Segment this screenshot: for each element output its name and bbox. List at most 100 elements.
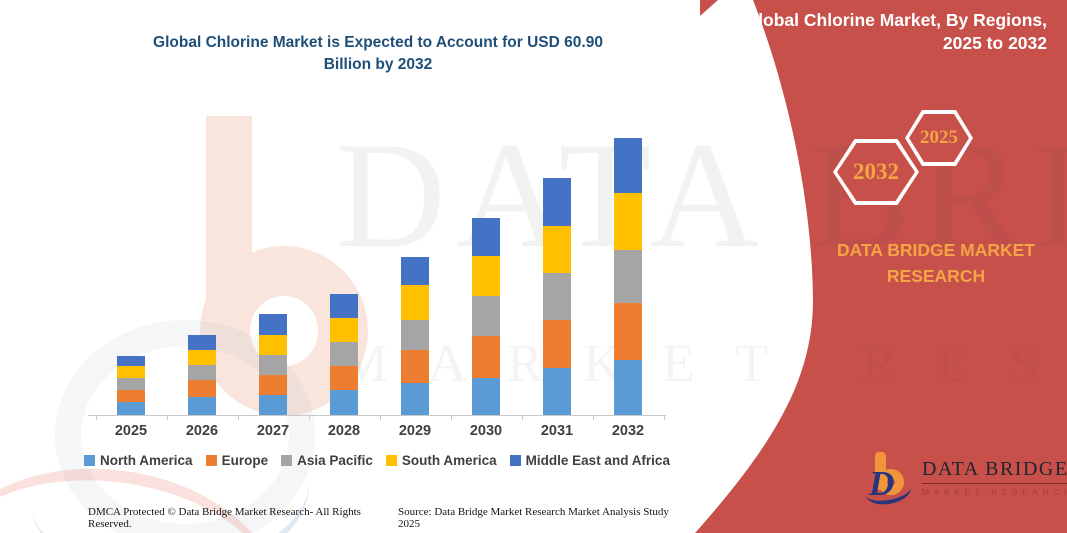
hexagon-2025: 2025 xyxy=(905,110,973,166)
bar-segment-2030-middle-east-and-africa xyxy=(472,218,500,257)
logo-text: DATA BRIDGE MARKET RESEARCH xyxy=(922,458,1067,497)
bar-segment-2030-europe xyxy=(472,336,500,379)
legend-swatch-icon xyxy=(205,455,217,466)
x-axis-label-2029: 2029 xyxy=(398,423,432,439)
x-axis-label-2030: 2030 xyxy=(469,423,503,439)
x-axis-label-2026: 2026 xyxy=(185,423,219,439)
chart-legend: North America Europe Asia Pacific South Ame… xyxy=(80,453,674,468)
hexagon-2025-label: 2025 xyxy=(920,127,958,148)
bar-segment-2029-asia-pacific xyxy=(401,320,429,351)
bar-segment-2028-europe xyxy=(330,365,358,390)
bar-segment-2025-asia-pacific xyxy=(117,378,145,391)
legend-item-south-america: South America xyxy=(385,453,497,468)
logo-title: DATA BRIDGE xyxy=(922,458,1067,484)
legend-swatch-icon xyxy=(385,455,397,466)
bar-segment-2026-middle-east-and-africa xyxy=(188,335,216,351)
bar-segment-2031-middle-east-and-africa xyxy=(543,177,571,227)
bar-segment-2032-asia-pacific xyxy=(614,249,642,304)
x-axis-label-2031: 2031 xyxy=(540,423,574,439)
hexagon-2032-fill xyxy=(837,143,915,201)
bar-segment-2027-north-america xyxy=(259,395,287,415)
bar-2025 xyxy=(117,355,145,415)
x-axis-label-2027: 2027 xyxy=(256,423,290,439)
chart-title-line1: Global Chlorine Market is Expected to Ac… xyxy=(153,34,603,51)
bar-segment-2025-middle-east-and-africa xyxy=(117,355,145,367)
footer: DMCA Protected © Data Bridge Market Rese… xyxy=(88,506,685,530)
x-axis-label-2025: 2025 xyxy=(114,423,148,439)
bar-2027 xyxy=(259,314,287,415)
legend-label: North America xyxy=(100,453,193,468)
bar-segment-2031-europe xyxy=(543,319,571,369)
bar-segment-2032-south-america xyxy=(614,192,642,250)
x-axis-tick xyxy=(450,416,452,420)
data-bridge-logo-icon: D xyxy=(863,452,914,512)
bar-segment-2032-middle-east-and-africa xyxy=(614,137,642,193)
x-axis-tick xyxy=(663,416,665,420)
side-panel-title: Global Chlorine Market, By Regions, 2025… xyxy=(744,10,1047,54)
bar-segment-2028-north-america xyxy=(330,390,358,415)
bar-2029 xyxy=(401,256,429,415)
bar-segment-2026-europe xyxy=(188,380,216,397)
bar-segment-2029-north-america xyxy=(401,383,429,415)
legend-label: Europe xyxy=(221,453,269,468)
bar-segment-2031-north-america xyxy=(543,368,571,415)
bar-segment-2029-europe xyxy=(401,350,429,384)
x-axis-tick xyxy=(379,416,381,420)
bar-segment-2030-asia-pacific xyxy=(472,296,500,337)
hexagon-2032-label: 2032 xyxy=(853,159,899,184)
bar-segment-2028-south-america xyxy=(330,317,358,342)
x-axis-tick xyxy=(95,416,97,420)
bar-segment-2029-middle-east-and-africa xyxy=(401,256,429,286)
legend-item-asia-pacific: Asia Pacific xyxy=(281,453,373,468)
bar-2030 xyxy=(472,218,500,415)
stacked-bar-chart xyxy=(88,120,666,420)
side-panel-tip xyxy=(700,0,718,16)
logo-b-bowl xyxy=(878,469,904,495)
bar-2031 xyxy=(543,177,571,415)
logo-b-stem xyxy=(875,452,886,490)
bar-2026 xyxy=(188,335,216,415)
logo-d-letter: D xyxy=(869,464,895,503)
bar-segment-2028-asia-pacific xyxy=(330,341,358,366)
bar-segment-2027-asia-pacific xyxy=(259,355,287,375)
bar-segment-2025-europe xyxy=(117,390,145,402)
chart-title: Global Chlorine Market is Expected to Ac… xyxy=(98,32,658,76)
x-axis-tick xyxy=(308,416,310,420)
bar-segment-2029-south-america xyxy=(401,285,429,321)
bar-segment-2030-north-america xyxy=(472,378,500,415)
side-panel-brand-name: DATA BRIDGE MARKET RESEARCH xyxy=(837,240,1035,287)
bar-2028 xyxy=(330,294,358,415)
bar-segment-2027-south-america xyxy=(259,335,287,355)
legend-label: Middle East and Africa xyxy=(525,453,670,468)
x-axis-label-2032: 2032 xyxy=(611,423,645,439)
bar-segment-2031-asia-pacific xyxy=(543,273,571,320)
bar-segment-2026-asia-pacific xyxy=(188,365,216,381)
hexagon-2025-fill xyxy=(909,114,969,162)
bar-segment-2032-north-america xyxy=(614,359,642,415)
chart-title-line2: Billion by 2032 xyxy=(323,56,433,73)
bar-2032 xyxy=(614,137,642,415)
data-bridge-logo: D DATA BRIDGE MARKET RESEARCH xyxy=(863,450,1067,514)
x-axis-tick xyxy=(237,416,239,420)
legend-swatch-icon xyxy=(509,455,521,466)
bar-segment-2032-europe xyxy=(614,303,642,360)
bar-segment-2030-south-america xyxy=(472,256,500,297)
bar-segment-2026-north-america xyxy=(188,396,216,415)
x-axis-label-2028: 2028 xyxy=(327,423,361,439)
legend-swatch-icon xyxy=(84,455,96,466)
logo-subtitle: MARKET RESEARCH xyxy=(922,487,1067,497)
bar-segment-2025-north-america xyxy=(117,401,145,415)
legend-label: Asia Pacific xyxy=(297,453,373,468)
legend-item-north-america: North America xyxy=(84,453,193,468)
bar-segment-2027-middle-east-and-africa xyxy=(259,314,287,335)
x-axis-tick xyxy=(521,416,523,420)
legend-item-middle-east-and-africa: Middle East and Africa xyxy=(509,453,670,468)
bar-segment-2031-south-america xyxy=(543,226,571,274)
x-axis-tick xyxy=(592,416,594,420)
side-panel-shape xyxy=(695,0,1067,533)
legend-item-europe: Europe xyxy=(205,453,269,468)
x-axis-labels: 2025 2026 2027 2028 2029 2030 2031 2032 xyxy=(88,423,666,443)
footer-dmca-text: DMCA Protected © Data Bridge Market Rese… xyxy=(88,506,361,530)
